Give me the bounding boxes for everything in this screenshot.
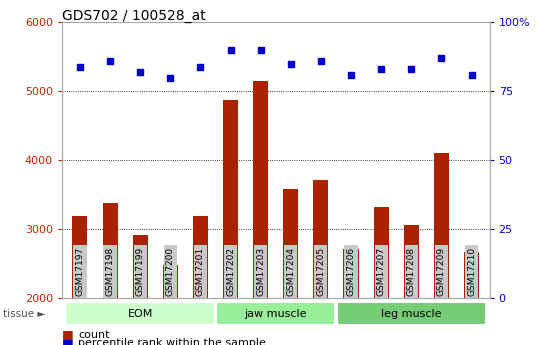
FancyBboxPatch shape <box>216 302 335 325</box>
Point <box>467 72 476 78</box>
Point <box>76 64 84 69</box>
Bar <box>283 189 298 298</box>
Point <box>166 75 175 80</box>
Text: GSM17198: GSM17198 <box>105 247 115 296</box>
Text: GSM17197: GSM17197 <box>75 247 84 296</box>
Text: GSM17200: GSM17200 <box>166 247 175 296</box>
Text: GSM17208: GSM17208 <box>407 247 416 296</box>
Text: jaw muscle: jaw muscle <box>244 309 307 318</box>
Bar <box>464 252 479 298</box>
Point <box>136 69 145 75</box>
Text: GDS702 / 100528_at: GDS702 / 100528_at <box>62 9 206 23</box>
Bar <box>163 265 178 298</box>
Text: GSM17207: GSM17207 <box>377 247 386 296</box>
Bar <box>253 81 268 298</box>
Bar <box>133 235 148 298</box>
Point <box>377 67 385 72</box>
Bar <box>223 100 238 298</box>
Text: EOM: EOM <box>128 309 153 318</box>
Text: GSM17203: GSM17203 <box>256 247 265 296</box>
Text: tissue ►: tissue ► <box>3 309 45 318</box>
Text: GSM17206: GSM17206 <box>346 247 356 296</box>
Point <box>316 58 325 64</box>
FancyBboxPatch shape <box>337 302 486 325</box>
Text: GSM17202: GSM17202 <box>226 247 235 296</box>
Text: GSM17209: GSM17209 <box>437 247 446 296</box>
Point <box>346 72 355 78</box>
Text: count: count <box>78 330 110 339</box>
FancyBboxPatch shape <box>66 302 215 325</box>
Text: percentile rank within the sample: percentile rank within the sample <box>78 338 266 345</box>
Text: ■: ■ <box>62 328 74 341</box>
Text: ■: ■ <box>62 337 74 345</box>
Point <box>106 58 115 64</box>
Text: leg muscle: leg muscle <box>381 309 442 318</box>
Bar <box>313 180 328 298</box>
Bar <box>404 225 419 298</box>
Point <box>437 56 445 61</box>
Bar <box>193 216 208 298</box>
Point <box>286 61 295 67</box>
Bar <box>343 249 358 298</box>
Text: GSM17205: GSM17205 <box>316 247 325 296</box>
Text: GSM17204: GSM17204 <box>286 247 295 296</box>
Bar <box>373 207 388 298</box>
Point <box>407 67 415 72</box>
Bar <box>434 153 449 298</box>
Point <box>226 47 235 53</box>
Point <box>196 64 205 69</box>
Text: GSM17210: GSM17210 <box>467 247 476 296</box>
Point <box>257 47 265 53</box>
Bar <box>103 203 118 298</box>
Text: GSM17199: GSM17199 <box>136 247 145 296</box>
Bar <box>73 216 88 298</box>
Text: GSM17201: GSM17201 <box>196 247 205 296</box>
